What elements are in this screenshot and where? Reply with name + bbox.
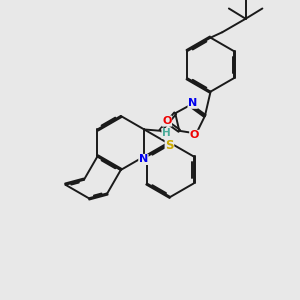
Text: H: H [162,128,171,139]
Text: S: S [165,140,174,152]
Text: O: O [162,116,172,126]
Text: N: N [139,154,148,164]
Text: O: O [190,130,199,140]
Text: N: N [188,98,197,108]
